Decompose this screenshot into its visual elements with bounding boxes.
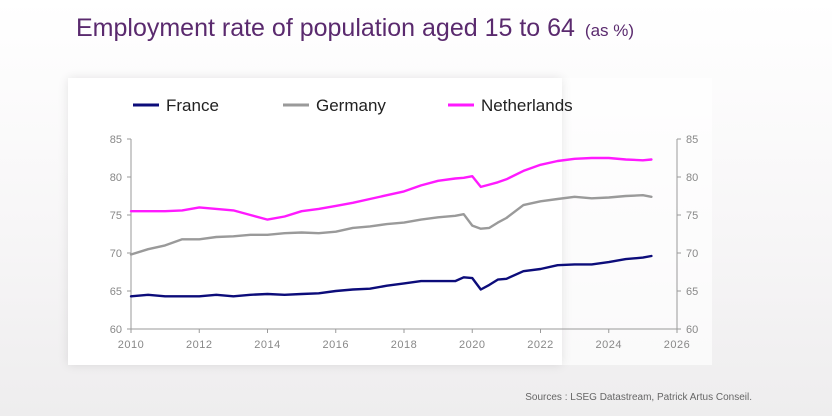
y-tick-label-right: 60 bbox=[686, 324, 698, 336]
series-line-germany bbox=[129, 193, 653, 256]
y-tick-label-left: 60 bbox=[110, 324, 122, 336]
y-tick-label-right: 85 bbox=[686, 134, 698, 146]
x-tick-label: 2020 bbox=[459, 339, 485, 351]
legend-label: Netherlands bbox=[481, 96, 573, 115]
legend-label: Germany bbox=[316, 96, 386, 115]
y-tick-label-left: 75 bbox=[110, 210, 122, 222]
x-tick-label: 2010 bbox=[118, 339, 144, 351]
x-tick-label: 2014 bbox=[254, 339, 280, 351]
source-note: Sources : LSEG Datastream, Patrick Artus… bbox=[525, 392, 752, 403]
y-tick-label-left: 80 bbox=[110, 172, 122, 184]
x-tick-label: 2018 bbox=[391, 339, 417, 351]
y-tick-label-left: 85 bbox=[110, 134, 122, 146]
series-line-france bbox=[129, 254, 653, 298]
y-tick-label-right: 80 bbox=[686, 172, 698, 184]
legend: France Germany Netherlands bbox=[133, 96, 573, 115]
y-tick-label-right: 75 bbox=[686, 210, 698, 222]
x-tick-label: 2016 bbox=[323, 339, 349, 351]
axes: 60 60 65 65 70 70 75 75 80 80 85 85 2010 2012 2014 2016… bbox=[110, 134, 699, 351]
chart-panel bbox=[68, 78, 562, 365]
chart-title: Employment rate of population aged 15 to… bbox=[76, 14, 634, 43]
series-lines bbox=[129, 156, 653, 298]
x-tick-label: 2026 bbox=[664, 339, 690, 351]
x-tick-label: 2024 bbox=[596, 339, 622, 351]
y-tick-label-right: 70 bbox=[686, 248, 698, 260]
x-tick-label: 2012 bbox=[186, 339, 212, 351]
y-tick-label-right: 65 bbox=[686, 286, 698, 298]
y-tick-label-left: 70 bbox=[110, 248, 122, 260]
x-tick-label: 2022 bbox=[527, 339, 553, 351]
legend-item-germany: Germany bbox=[283, 96, 386, 115]
legend-label: France bbox=[166, 96, 219, 115]
y-tick-label-left: 65 bbox=[110, 286, 122, 298]
chart-title-unit: (as %) bbox=[584, 21, 635, 40]
chart-panel-right-area bbox=[560, 78, 712, 365]
legend-item-netherlands: Netherlands bbox=[448, 96, 573, 115]
series-line-netherlands bbox=[129, 156, 653, 221]
chart-title-text: Employment rate of population aged 15 to… bbox=[76, 14, 575, 42]
legend-item-france: France bbox=[133, 96, 219, 115]
